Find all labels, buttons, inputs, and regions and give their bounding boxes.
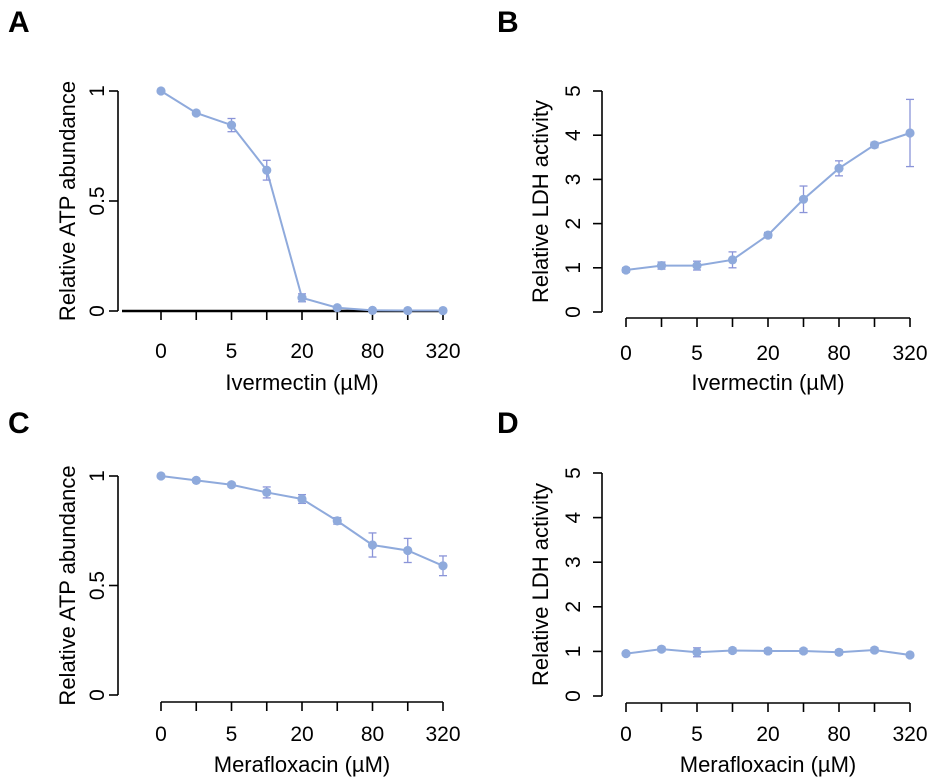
- x-axis-title-c: Merafloxacin (µM): [214, 752, 390, 777]
- y-axis-title-c: Relative ATP abundance: [55, 465, 80, 705]
- panel-letter-b: B: [497, 6, 519, 39]
- y-tick-label-d: 2: [562, 601, 585, 613]
- x-axis-title-a: Ivermectin (µM): [225, 370, 378, 395]
- y-tick-label-c: 0.5: [86, 571, 109, 600]
- data-point-d: [692, 647, 702, 657]
- data-point-a: [367, 305, 378, 315]
- x-tick-label-d: 320: [892, 723, 927, 746]
- data-point-d: [834, 647, 844, 657]
- y-axis-title-b: Relative LDH activity: [528, 100, 553, 303]
- y-tick-label-c: 0: [86, 689, 109, 701]
- y-tick-label-d: 5: [562, 467, 585, 479]
- data-point-c: [297, 494, 307, 504]
- x-tick-label-b: 20: [756, 342, 779, 365]
- data-point-a: [262, 165, 272, 175]
- data-point-d: [656, 644, 667, 654]
- data-point-b: [798, 194, 809, 204]
- series-line-b: [625, 132, 911, 272]
- y-tick-label-d: 3: [562, 556, 585, 568]
- x-tick-label-d: 20: [756, 723, 779, 746]
- data-point-d: [798, 646, 809, 656]
- x-tick-label-c: 20: [290, 723, 313, 746]
- y-tick-label-d: 4: [562, 511, 585, 523]
- y-tick-label-b: 1: [562, 262, 585, 274]
- y-tick-label-b: 0: [562, 306, 585, 318]
- x-tick-label-b: 80: [827, 342, 850, 365]
- y-tick-label-d: 1: [562, 646, 585, 658]
- data-point-b: [621, 265, 631, 275]
- data-point-b: [656, 260, 667, 271]
- x-tick-label-d: 0: [620, 723, 632, 746]
- y-tick-label-c: 1: [86, 470, 109, 482]
- data-point-b: [834, 163, 844, 173]
- y-tick-label-b: 3: [562, 174, 585, 186]
- data-point-d: [621, 649, 631, 659]
- data-point-c: [367, 540, 378, 550]
- panel-a: 0 0.5 1 0 5 20 80 320 Ivermectin (µM) Relative AT…: [55, 81, 461, 395]
- data-point-a: [332, 303, 342, 313]
- x-tick-label-c: 80: [361, 723, 384, 746]
- y-tick-label-a: 0: [86, 305, 109, 317]
- x-tick-label-c: 5: [226, 723, 238, 746]
- panel-letter-d: D: [497, 407, 519, 440]
- y-tick-label-b: 4: [562, 129, 585, 141]
- x-tick-label-a: 80: [361, 340, 384, 363]
- x-axis-title-d: Merafloxacin (µM): [680, 752, 856, 777]
- data-point-d: [869, 645, 880, 655]
- data-point-c: [403, 545, 413, 556]
- panel-letter-a: A: [8, 6, 30, 39]
- x-tick-label-a: 5: [226, 340, 238, 363]
- x-axis-title-b: Ivermectin (µM): [691, 370, 844, 395]
- data-point-c: [438, 561, 448, 571]
- data-point-b: [763, 230, 773, 240]
- x-tick-label-c: 0: [155, 723, 167, 746]
- data-point-a: [403, 305, 413, 316]
- series-line-c: [160, 475, 444, 567]
- x-tick-label-b: 320: [892, 342, 927, 365]
- y-tick-label-d: 0: [562, 690, 585, 702]
- x-tick-label-d: 80: [827, 723, 850, 746]
- data-point-b: [905, 128, 915, 138]
- x-tick-label-a: 20: [290, 340, 313, 363]
- data-point-d: [905, 650, 915, 660]
- data-point-b: [869, 140, 880, 150]
- data-point-a: [156, 86, 166, 96]
- y-tick-label-a: 0.5: [86, 186, 109, 215]
- data-point-c: [226, 480, 237, 490]
- data-point-a: [226, 120, 237, 130]
- y-axis-title-a: Relative ATP abundance: [55, 81, 80, 321]
- x-tick-label-c: 320: [425, 723, 460, 746]
- data-point-a: [191, 108, 201, 118]
- y-tick-label-b: 5: [562, 85, 585, 97]
- data-point-b: [727, 255, 738, 265]
- data-point-c: [262, 487, 272, 498]
- panel-letter-c: C: [8, 407, 30, 440]
- panel-d: 0 1 2 3 4 5 0 5 20 80 320 Merafloxacin (µM) Relative…: [528, 467, 928, 777]
- series-line-a: [160, 90, 443, 312]
- x-tick-label-b: 0: [620, 342, 632, 365]
- y-axis-title-d: Relative LDH activity: [528, 483, 553, 686]
- panel-c: 0 0.5 1 0 5 20 80 320 Merafloxacin (µM) Relative …: [55, 465, 461, 777]
- panel-b: 0 1 2 3 4 5 0 5 20 80 320 Ivermectin (µM) Relative L…: [528, 85, 928, 395]
- y-tick-label-a: 1: [86, 85, 109, 97]
- data-point-a: [438, 305, 448, 316]
- data-point-a: [297, 293, 307, 303]
- data-point-d: [727, 645, 738, 656]
- y-tick-label-b: 2: [562, 218, 585, 230]
- data-point-c: [191, 475, 201, 485]
- x-tick-label-a: 320: [425, 340, 460, 363]
- data-point-c: [332, 516, 342, 526]
- data-point-d: [763, 646, 773, 656]
- data-point-b: [692, 260, 702, 271]
- x-tick-label-b: 5: [691, 342, 703, 365]
- x-tick-label-d: 5: [691, 723, 703, 746]
- x-tick-label-a: 0: [155, 340, 167, 363]
- data-point-c: [156, 471, 166, 481]
